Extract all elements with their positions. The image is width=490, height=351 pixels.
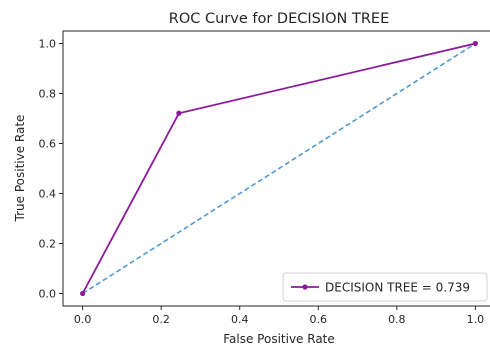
y-tick-label: 0.4: [39, 188, 57, 201]
y-tick-label: 1.0: [39, 38, 57, 51]
y-tick-label: 0.6: [39, 138, 57, 151]
y-axis-label: True Positive Rate: [13, 115, 27, 223]
x-tick-label: 0.0: [74, 313, 92, 326]
legend: DECISION TREE = 0.739: [282, 272, 488, 302]
roc-point: [176, 110, 182, 116]
legend-marker: [302, 284, 308, 290]
x-axis-ticks: 0.0 0.2 0.4 0.6 0.8 1.0: [74, 306, 484, 326]
y-tick-label: 0.0: [39, 288, 57, 301]
x-tick-label: 0.2: [152, 313, 170, 326]
roc-point: [472, 40, 478, 47]
chart-title: ROC Curve for DECISION TREE: [169, 11, 390, 27]
y-tick-label: 0.2: [39, 238, 57, 251]
x-tick-label: 0.8: [388, 313, 406, 326]
x-tick-label: 0.4: [231, 313, 249, 326]
x-tick-label: 1.0: [467, 313, 485, 326]
baseline-line: [82, 42, 476, 295]
y-tick-label: 0.8: [39, 88, 57, 101]
y-axis-ticks: 0.0 0.2 0.4 0.6 0.8 1.0: [39, 38, 63, 301]
plot-frame: [62, 30, 490, 307]
legend-box: [282, 272, 488, 302]
x-tick-label: 0.6: [310, 313, 328, 326]
legend-label: DECISION TREE = 0.739: [325, 281, 470, 295]
roc-point: [80, 290, 86, 297]
x-axis-label: False Positive Rate: [223, 332, 335, 346]
series-layer: [80, 40, 478, 297]
